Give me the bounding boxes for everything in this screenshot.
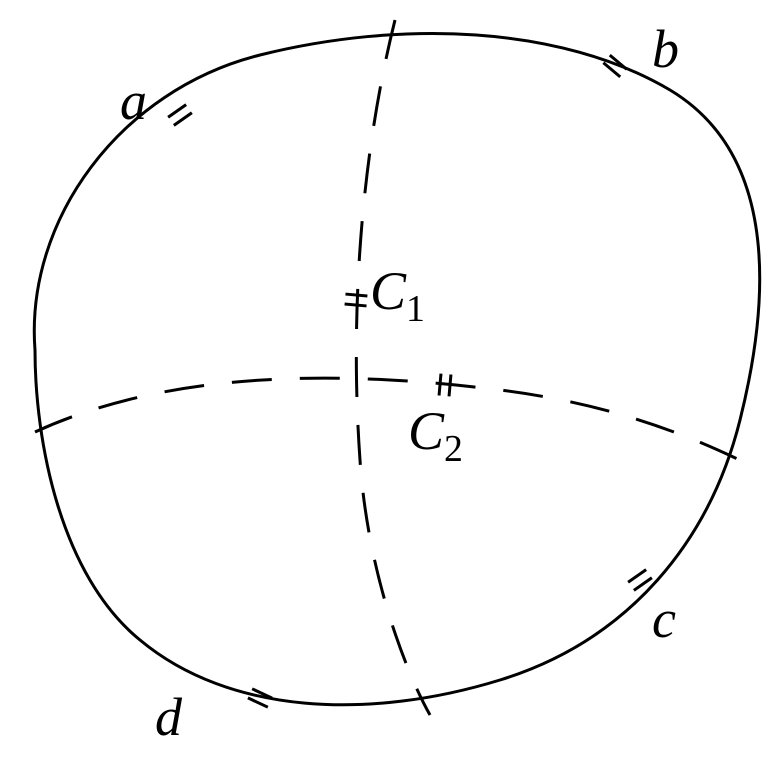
outer-curve bbox=[34, 33, 759, 704]
label-c2-main: C bbox=[408, 401, 444, 461]
label-b: b bbox=[652, 18, 679, 80]
label-d: d bbox=[155, 686, 182, 748]
label-c1: C1 bbox=[370, 260, 425, 331]
label-c1-main: C bbox=[370, 261, 406, 321]
label-c: c bbox=[652, 588, 676, 650]
arc-c1 bbox=[356, 20, 430, 715]
arc-c2 bbox=[35, 378, 760, 470]
label-a: a bbox=[120, 70, 147, 132]
label-c1-sub: 1 bbox=[406, 288, 425, 330]
label-c2-sub: 2 bbox=[444, 428, 463, 470]
label-c2: C2 bbox=[408, 400, 463, 471]
